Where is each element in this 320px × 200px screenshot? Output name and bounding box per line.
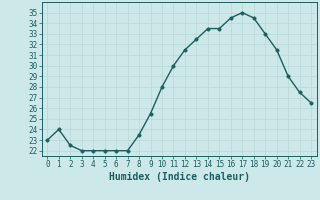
X-axis label: Humidex (Indice chaleur): Humidex (Indice chaleur) [109,172,250,182]
